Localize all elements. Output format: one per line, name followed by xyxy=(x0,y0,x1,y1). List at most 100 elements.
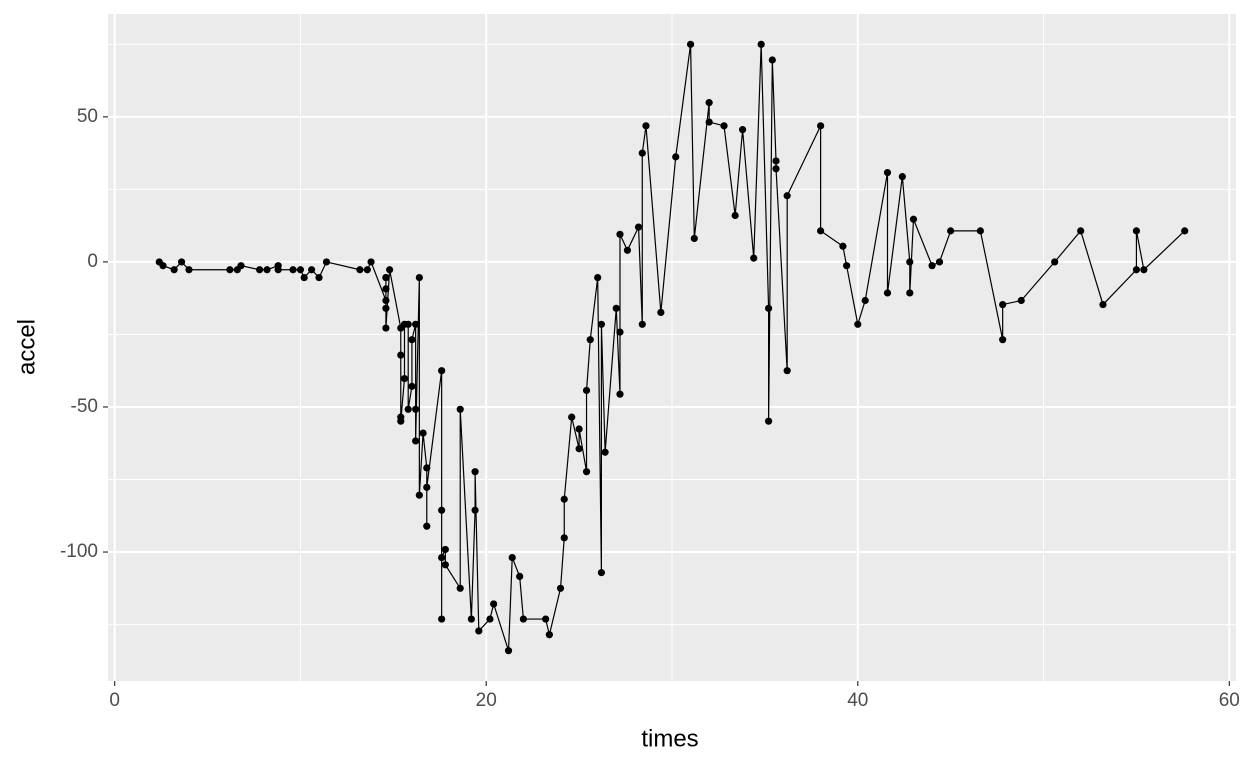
x-tick-label: 60 xyxy=(1219,690,1240,711)
point xyxy=(568,413,576,421)
point xyxy=(750,254,758,262)
point xyxy=(757,40,765,48)
point xyxy=(690,234,698,243)
point xyxy=(382,296,390,305)
point xyxy=(308,266,316,274)
point xyxy=(839,242,847,250)
point xyxy=(382,324,390,332)
point xyxy=(471,506,479,514)
point xyxy=(423,483,431,491)
point xyxy=(300,273,308,282)
point xyxy=(475,627,483,635)
point xyxy=(467,615,475,623)
point xyxy=(356,266,364,274)
point xyxy=(441,545,449,554)
point xyxy=(441,561,449,569)
point xyxy=(883,289,892,297)
point xyxy=(738,126,747,134)
point xyxy=(263,266,271,274)
point xyxy=(438,615,446,623)
point xyxy=(400,374,409,383)
y-tick-label: -50 xyxy=(71,396,98,417)
y-tick-label: 50 xyxy=(77,106,98,127)
point xyxy=(289,266,297,274)
point xyxy=(999,300,1007,309)
point xyxy=(438,553,446,562)
point xyxy=(638,149,646,157)
point xyxy=(415,491,423,499)
point xyxy=(419,429,427,437)
point xyxy=(438,367,446,375)
point xyxy=(382,273,390,282)
point xyxy=(575,445,583,453)
point xyxy=(545,631,553,639)
point xyxy=(575,425,583,433)
point xyxy=(367,258,375,266)
point xyxy=(765,304,773,312)
point xyxy=(906,258,914,266)
point xyxy=(783,367,791,375)
x-tick-label: 0 xyxy=(109,690,120,711)
point xyxy=(438,506,446,514)
point xyxy=(177,258,186,266)
point xyxy=(772,157,780,165)
point xyxy=(582,468,591,476)
point xyxy=(560,495,568,503)
point xyxy=(412,437,420,445)
point xyxy=(1140,266,1148,274)
point xyxy=(616,328,624,336)
point xyxy=(817,122,825,130)
point xyxy=(508,553,516,562)
point xyxy=(597,569,606,577)
point xyxy=(415,273,423,282)
point xyxy=(999,336,1007,344)
point xyxy=(556,584,565,592)
point xyxy=(504,647,513,655)
point xyxy=(456,584,464,592)
point xyxy=(296,266,305,274)
point xyxy=(638,320,646,328)
point xyxy=(382,285,390,293)
y-tick-label: 0 xyxy=(87,251,98,272)
point xyxy=(516,572,524,581)
point xyxy=(363,266,371,274)
x-tick-label: 40 xyxy=(847,690,868,711)
point xyxy=(404,320,412,328)
point xyxy=(560,534,568,542)
point xyxy=(947,227,955,235)
point xyxy=(582,386,591,395)
point xyxy=(594,273,602,282)
point xyxy=(423,464,431,472)
point xyxy=(705,118,713,126)
point xyxy=(315,273,323,282)
point xyxy=(386,266,394,274)
point xyxy=(226,266,234,274)
point xyxy=(1051,258,1059,266)
point xyxy=(404,405,412,413)
point xyxy=(601,448,609,456)
point xyxy=(906,289,914,297)
point xyxy=(616,230,624,238)
point xyxy=(412,405,420,413)
point xyxy=(1017,296,1025,305)
point xyxy=(657,308,665,316)
point xyxy=(817,227,825,235)
point xyxy=(1077,227,1085,235)
point xyxy=(1099,300,1107,309)
point xyxy=(408,382,416,390)
point xyxy=(642,122,650,130)
series-line xyxy=(158,44,1186,651)
point xyxy=(519,615,527,623)
point xyxy=(772,165,780,173)
point xyxy=(1132,227,1141,235)
point xyxy=(412,320,420,328)
point xyxy=(976,227,984,235)
point xyxy=(597,320,606,328)
point xyxy=(1181,227,1189,235)
y-tick-label: -100 xyxy=(60,541,98,562)
point xyxy=(1132,266,1141,274)
point xyxy=(486,615,494,623)
point xyxy=(720,122,728,130)
point xyxy=(255,266,264,274)
